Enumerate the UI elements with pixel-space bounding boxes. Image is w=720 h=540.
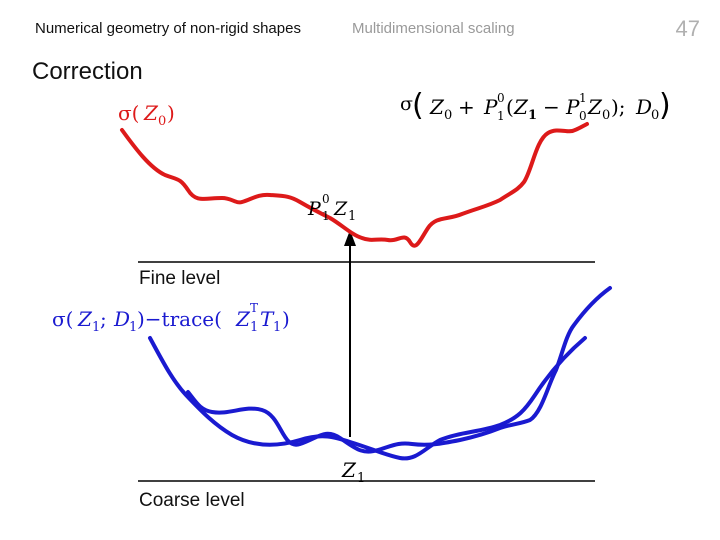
svg-text:Z: Z [429,95,445,119]
z1-label: Z 1 [341,458,365,486]
course-title: Numerical geometry of non-rigid shapes [35,20,301,37]
svg-text:1: 1 [250,320,258,335]
svg-text:0: 0 [579,109,587,123]
svg-text:1: 1 [92,320,100,335]
fine-level-label: Fine level [139,268,221,289]
p10-z1-formula: P 0 1 Z 1 [307,192,356,224]
svg-text:0: 0 [602,108,610,123]
blue-coarse-curve-smooth [148,336,587,461]
svg-text:+: + [458,95,475,119]
svg-text:σ(: σ( [52,307,73,331]
correction-arrow-head [344,230,356,246]
svg-text:);: ); [611,95,626,119]
svg-text:Z: Z [143,101,159,125]
svg-text:0: 0 [158,114,166,129]
svg-text:): ) [167,101,175,125]
section-title: Multidimensional scaling [352,20,515,37]
svg-text:P: P [565,95,580,119]
svg-text:D: D [635,95,652,119]
svg-text:1: 1 [497,109,505,123]
svg-text:1: 1 [129,320,137,335]
svg-text:σ: σ [400,93,413,115]
svg-text:P: P [307,198,322,220]
sigma-z0-formula: σ( Z 0 ) [118,101,175,129]
svg-text:1: 1 [357,471,365,486]
svg-text:1: 1 [528,108,537,123]
svg-text:0: 0 [497,91,505,105]
svg-text:;: ; [100,307,107,331]
red-fine-curve [120,122,589,248]
svg-text:Z: Z [77,307,93,331]
page-number: 47 [675,16,700,41]
svg-text:Z: Z [513,95,529,119]
svg-text:Z: Z [333,198,348,220]
blue-coarse-curve-wiggly [186,286,612,454]
svg-text:0: 0 [444,108,452,123]
slide-title: Correction [32,58,143,85]
svg-text:Z: Z [341,458,357,482]
svg-text:1: 1 [348,209,356,224]
svg-text:)−trace(: )−trace( [137,307,222,331]
svg-text:σ(: σ( [118,101,139,125]
svg-text:P: P [483,95,498,119]
svg-text:Z: Z [235,307,251,331]
sigma-z1-trace-formula: σ( Z 1 ; D 1 )−trace( Z T 1 T 1 ) [52,301,290,335]
svg-text:T: T [260,307,275,331]
svg-text:1: 1 [579,91,587,105]
svg-text:0: 0 [322,192,330,206]
svg-text:1: 1 [273,320,281,335]
coarse-level-label: Coarse level [139,490,245,511]
svg-text:(: ( [412,88,424,123]
sigma-correction-formula: σ ( Z 0 + P 0 1 ( Z 1 − P 1 0 Z 0 ); D 0… [400,88,671,123]
svg-text:−: − [543,95,560,119]
svg-text:): ) [659,88,671,123]
svg-text:): ) [282,307,290,331]
svg-text:D: D [113,307,130,331]
svg-text:T: T [250,301,258,315]
svg-text:Z: Z [587,95,603,119]
svg-text:(: ( [506,95,514,119]
svg-text:1: 1 [322,209,330,223]
svg-text:0: 0 [651,108,659,123]
